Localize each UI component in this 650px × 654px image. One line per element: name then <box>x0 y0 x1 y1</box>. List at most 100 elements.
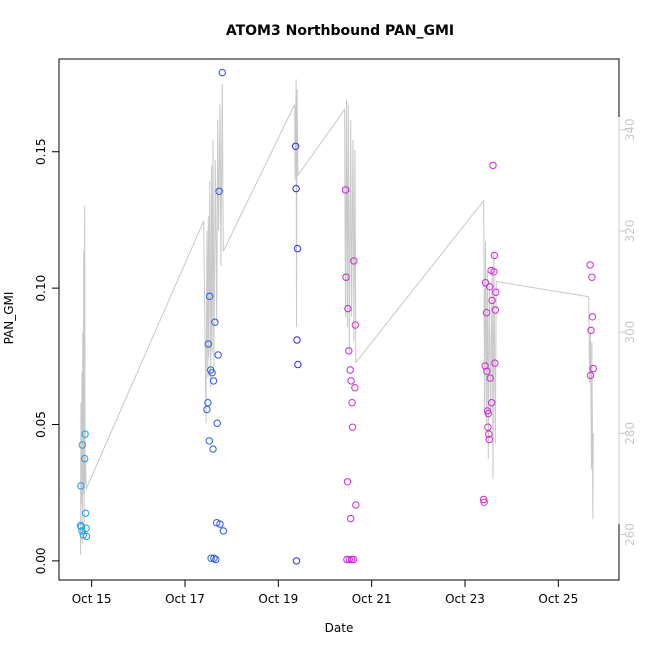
data-point-38 <box>342 273 350 281</box>
data-point-59 <box>482 309 491 317</box>
data-point-69 <box>487 399 496 407</box>
data-point-74 <box>491 359 499 367</box>
x-tick-label: Oct 25 <box>538 592 578 606</box>
data-point-14 <box>205 437 214 445</box>
x-tick-label: Oct 23 <box>445 592 485 606</box>
y2-tick-label: 260 <box>623 523 637 546</box>
data-point-1 <box>77 523 86 531</box>
x-tick-label: Oct 15 <box>72 592 112 606</box>
data-point-76 <box>492 288 500 296</box>
data-point-11 <box>203 405 211 414</box>
data-point-26 <box>214 351 222 359</box>
data-point-13 <box>204 340 213 348</box>
data-point-53 <box>351 321 359 329</box>
x-tick-label: Oct 19 <box>258 592 298 606</box>
y-axis-left: 0.00 0.05 0.10 0.15 <box>34 138 60 575</box>
data-point-65 <box>485 435 493 444</box>
data-point-40 <box>343 478 352 486</box>
data-point-54 <box>352 501 360 509</box>
x-tick-label: Oct 17 <box>165 592 205 606</box>
y-axis-label: PAN_GMI <box>2 292 16 345</box>
x-axis: Oct 15 Oct 17 Oct 19 Oct 21 Oct 23 Oct 25 <box>72 579 578 606</box>
data-point-35 <box>293 244 302 253</box>
data-point-45 <box>347 514 355 523</box>
data-point-9 <box>82 532 91 541</box>
y-tick-label: 0.05 <box>34 411 48 438</box>
data-point-25 <box>213 419 221 427</box>
y-tick-label: 0.15 <box>34 138 48 165</box>
secondary-series-line <box>80 79 594 555</box>
data-point-64 <box>485 430 493 438</box>
data-point-37 <box>341 186 350 194</box>
y2-tick-label: 300 <box>623 321 637 344</box>
data-point-80 <box>588 273 596 281</box>
data-point-50 <box>349 555 358 564</box>
data-point-42 <box>345 347 353 355</box>
data-point-73 <box>490 251 499 260</box>
data-point-43 <box>345 555 353 564</box>
data-point-60 <box>483 367 491 375</box>
data-point-21 <box>210 554 218 562</box>
x-tick-label: Oct 21 <box>352 592 392 606</box>
data-point-32 <box>292 184 300 193</box>
data-point-78 <box>586 371 595 380</box>
scatter-points-layer <box>76 68 597 565</box>
data-point-0 <box>77 482 85 490</box>
data-point-12 <box>204 399 212 407</box>
data-point-66 <box>486 283 494 291</box>
data-point-29 <box>218 68 227 77</box>
data-point-62 <box>484 423 492 431</box>
data-point-19 <box>209 445 217 453</box>
data-point-30 <box>219 527 228 535</box>
data-point-56 <box>480 498 488 506</box>
data-point-7 <box>81 509 90 517</box>
data-point-70 <box>488 296 496 305</box>
data-point-6 <box>81 430 89 438</box>
data-point-22 <box>211 318 219 326</box>
data-point-20 <box>209 377 218 385</box>
data-point-46 <box>347 377 355 385</box>
data-point-77 <box>586 261 594 269</box>
data-point-15 <box>206 292 214 300</box>
data-point-75 <box>491 306 499 314</box>
data-point-44 <box>346 366 354 374</box>
data-point-49 <box>348 423 357 431</box>
data-point-33 <box>292 557 301 565</box>
y2-tick-label: 320 <box>623 220 637 243</box>
y-tick-label: 0.00 <box>34 548 48 575</box>
data-point-55 <box>480 495 488 504</box>
data-point-27 <box>215 187 223 196</box>
y-axis-right: 260 280 300 320 340 <box>618 117 637 546</box>
data-point-23 <box>212 555 220 564</box>
data-point-48 <box>348 399 356 407</box>
data-point-34 <box>293 336 301 344</box>
data-point-71 <box>489 161 497 170</box>
data-point-17 <box>207 554 215 562</box>
data-point-81 <box>588 313 597 321</box>
data-point-24 <box>213 519 221 527</box>
data-point-31 <box>291 142 300 151</box>
y2-tick-label: 340 <box>623 118 637 141</box>
data-point-79 <box>587 326 595 335</box>
secondary-line-layer <box>80 79 594 555</box>
data-point-36 <box>294 360 302 369</box>
data-point-5 <box>81 454 89 463</box>
data-point-10 <box>76 521 85 530</box>
y-tick-label: 0.10 <box>34 275 48 302</box>
data-point-28 <box>216 520 224 528</box>
data-point-41 <box>344 304 352 313</box>
data-point-3 <box>78 441 87 449</box>
data-point-52 <box>351 384 359 392</box>
data-point-57 <box>481 362 489 370</box>
y2-tick-label: 280 <box>623 422 637 445</box>
data-point-18 <box>208 369 216 377</box>
data-point-63 <box>484 409 492 418</box>
data-point-51 <box>350 257 358 265</box>
x-axis-label: Date <box>325 621 354 635</box>
data-point-58 <box>481 279 490 287</box>
data-point-72 <box>490 268 498 276</box>
data-point-47 <box>347 555 356 564</box>
